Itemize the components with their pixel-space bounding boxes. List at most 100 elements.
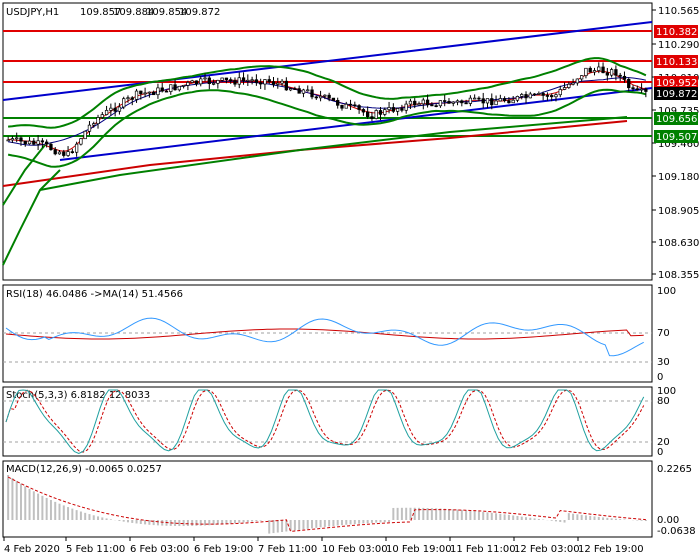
candle-body	[40, 140, 45, 143]
candle-body	[391, 107, 395, 112]
candle-body	[387, 107, 391, 110]
candle-body	[199, 78, 203, 85]
rsi-tick-100: 100	[657, 286, 676, 297]
candle-body	[190, 80, 194, 83]
candle-body	[413, 100, 417, 106]
candle-body	[451, 101, 455, 104]
candle-body	[567, 83, 571, 88]
candle-body	[545, 95, 550, 97]
candle-body	[130, 97, 134, 100]
candle-body	[622, 75, 627, 80]
candle-body	[447, 100, 451, 104]
price-tick-label: 108.355	[658, 270, 699, 281]
candle-body	[203, 77, 207, 80]
candle-body	[644, 88, 648, 92]
candle-body	[297, 88, 301, 94]
candle-body	[301, 89, 306, 94]
time-axis: 4 Feb 2020 5 Feb 11:00 6 Feb 03:00 6 Feb 19…	[3, 537, 644, 555]
low-value: 109.854	[146, 7, 187, 18]
time-tick-label: 7 Feb 11:00	[258, 544, 317, 555]
candle-body	[511, 99, 515, 104]
candle-body	[284, 80, 288, 91]
bollinger-lower-band	[7, 88, 647, 168]
candle-body	[194, 80, 199, 85]
candle-body	[10, 138, 15, 141]
candle-body	[400, 108, 404, 111]
candle-body	[584, 67, 588, 76]
time-tick-label: 6 Feb 03:00	[130, 544, 189, 555]
candle-body	[224, 77, 229, 80]
rsi-tick-70: 70	[657, 328, 670, 339]
rsi-pane[interactable]: RSI(18) 46.0486 ->MA(14) 51.4566 100 70 …	[2, 284, 676, 383]
candle-body	[357, 105, 361, 110]
macd-pane[interactable]: MACD(12,26,9) -0.0065 0.0257 0.2265 0.00…	[2, 460, 696, 538]
candle-body	[310, 89, 314, 98]
rsi-title: RSI(18) 46.0486 ->MA(14) 51.4566	[6, 289, 183, 300]
candle-body	[241, 77, 246, 82]
candle-body	[558, 89, 562, 96]
candle-body	[280, 80, 284, 84]
candle-body	[614, 69, 618, 76]
rsi-tick-30: 30	[657, 357, 670, 368]
rsi-tick-0: 0	[657, 372, 663, 383]
candle-body	[104, 110, 109, 115]
candle-body	[592, 70, 597, 73]
price-tag-resistance	[654, 76, 698, 89]
candle-body	[498, 98, 502, 102]
stoch-lines	[5, 389, 645, 455]
candle-body	[36, 140, 40, 145]
candle-body	[237, 77, 241, 85]
candle-body	[336, 100, 340, 106]
candle-body	[271, 81, 276, 85]
candle-body	[481, 98, 485, 104]
candle-body	[554, 94, 558, 98]
candle-body	[160, 87, 164, 92]
price-pane[interactable]: USDJPY,H1 109.857 109.884 109.854 109.87…	[2, 2, 699, 281]
candle-body	[254, 79, 259, 83]
candle-body	[216, 79, 220, 84]
macd-tick-bottom: -0.0638	[657, 526, 696, 537]
time-tick-label: 10 Feb 19:00	[386, 544, 452, 555]
price-tag-label: 109.507	[656, 132, 697, 143]
candle-body	[152, 91, 156, 96]
candle-body	[425, 99, 430, 106]
stochastic-pane[interactable]: Stoch(5,3,3) 6.8182 12.8033 100 80 20 0	[2, 386, 676, 458]
candle-body	[314, 96, 318, 99]
price-tick-label: 109.735	[658, 106, 699, 117]
candle-body	[62, 151, 66, 156]
long-ma-red	[2, 120, 628, 187]
candle-body	[344, 103, 348, 109]
macd-tick-top: 0.2265	[657, 464, 692, 475]
candle-body	[331, 97, 336, 101]
candle-body	[639, 88, 644, 91]
candle-body	[588, 67, 592, 73]
candle-body	[340, 104, 344, 109]
time-tick-label: 10 Feb 03:00	[322, 544, 388, 555]
candle-body	[609, 69, 614, 76]
candle-body	[96, 117, 100, 124]
candle-body	[70, 151, 74, 153]
candle-body	[370, 116, 374, 119]
candle-body	[164, 90, 169, 93]
price-tag-label: 109.872	[656, 89, 697, 100]
upper-trendline	[2, 21, 653, 101]
band-start-mid	[2, 144, 46, 206]
candle-body	[550, 95, 554, 98]
candle-body	[293, 88, 297, 90]
candle-body	[27, 140, 32, 145]
candle-body	[404, 103, 408, 111]
candle-body	[74, 143, 79, 153]
candlesticks	[6, 62, 648, 158]
candle-body	[53, 149, 57, 155]
time-tick-label: 12 Feb 19:00	[578, 544, 644, 555]
candle-body	[211, 82, 216, 85]
candle-body	[562, 87, 567, 90]
stoch-tick-100: 100	[657, 386, 676, 397]
candle-body	[443, 100, 447, 102]
candle-body	[57, 151, 62, 155]
macd-histogram	[7, 475, 647, 534]
candle-body	[327, 94, 331, 99]
rsi-ma-line	[5, 328, 644, 340]
candle-body	[366, 111, 370, 118]
